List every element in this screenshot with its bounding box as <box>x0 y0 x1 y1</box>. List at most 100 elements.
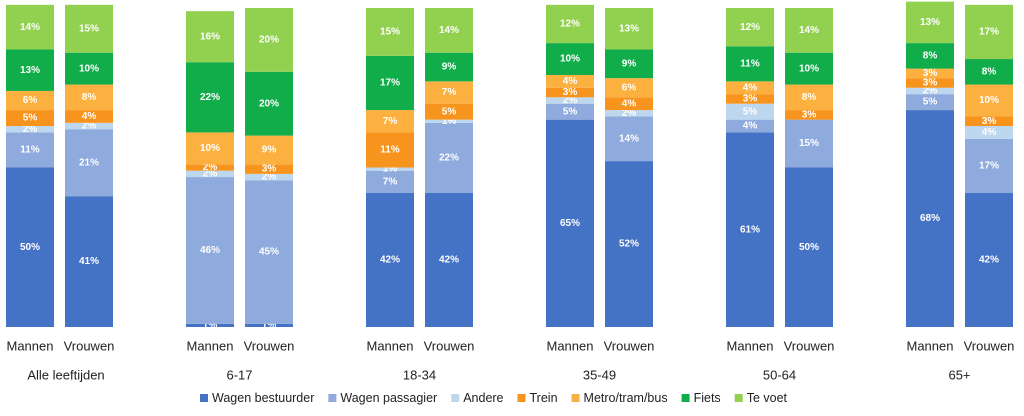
value-label: 10% <box>799 63 819 74</box>
value-label: 20% <box>259 35 279 46</box>
value-label: 17% <box>979 161 999 172</box>
bar-segment <box>245 173 293 181</box>
value-label: 14% <box>799 25 819 36</box>
bar-segment <box>6 167 54 327</box>
value-label: 50% <box>799 242 819 253</box>
value-label: 5% <box>923 97 938 108</box>
bar-segment <box>425 52 473 82</box>
value-label: 61% <box>740 224 760 235</box>
legend-swatch <box>681 394 690 402</box>
bar-segment <box>785 167 833 327</box>
value-label: 65% <box>560 218 580 229</box>
bar-segment <box>605 8 653 50</box>
bar-segment <box>65 196 113 327</box>
x-tick-label: Mannen <box>367 338 414 353</box>
group-label: 6-17 <box>226 367 252 382</box>
value-label: 8% <box>982 66 997 77</box>
value-label: 3% <box>743 94 758 105</box>
value-label: 3% <box>982 116 997 127</box>
value-label: 13% <box>20 65 40 76</box>
value-label: 2% <box>622 108 637 119</box>
value-label: 17% <box>380 78 400 89</box>
value-label: 4% <box>82 111 97 122</box>
bar-segment <box>65 84 113 111</box>
value-label: 14% <box>20 22 40 33</box>
value-label: 1% <box>203 320 218 331</box>
bar-segment <box>726 46 774 82</box>
bar-segment <box>605 161 653 327</box>
bar-segment <box>906 68 954 79</box>
bar-segment <box>186 177 234 324</box>
bar-segment <box>245 164 293 174</box>
value-label: 9% <box>442 62 457 73</box>
value-label: 2% <box>203 162 218 173</box>
bar-segment <box>546 87 594 98</box>
value-label: 2% <box>23 124 38 135</box>
bar-segment <box>785 110 833 120</box>
legend-swatch <box>451 394 460 402</box>
x-tick-label: Mannen <box>727 338 774 353</box>
bar-segment <box>245 323 293 327</box>
bar-segment <box>546 119 594 328</box>
value-label: 11% <box>740 58 760 69</box>
bar-segment <box>366 132 414 168</box>
bar-segment <box>6 110 54 127</box>
bar-segment <box>6 4 54 50</box>
value-label: 4% <box>563 76 578 87</box>
bar-segment <box>366 170 414 194</box>
legend-label: Andere <box>463 391 503 405</box>
value-label: 6% <box>622 82 637 93</box>
bar-segment <box>186 323 234 327</box>
value-label: 22% <box>439 153 459 164</box>
legend-swatch <box>734 394 743 402</box>
bar-segment <box>65 129 113 197</box>
value-label: 16% <box>200 31 220 42</box>
bar-segment <box>605 97 653 111</box>
bar-segment <box>546 43 594 75</box>
bar-segment <box>186 132 234 165</box>
bar-segment <box>425 103 473 120</box>
bar-segment <box>425 8 473 53</box>
value-label: 13% <box>920 17 940 28</box>
value-label: 5% <box>743 106 758 117</box>
bar-segment <box>965 59 1013 85</box>
value-label: 46% <box>200 245 220 256</box>
bar-segment <box>726 8 774 47</box>
legend-label: Fiets <box>694 391 721 405</box>
value-label: 8% <box>923 50 938 61</box>
bar-segment <box>906 1 954 44</box>
bar-segment <box>965 126 1013 139</box>
x-tick-label: Mannen <box>907 338 954 353</box>
value-label: 2% <box>262 172 277 183</box>
bar-segment <box>245 135 293 165</box>
value-label: 42% <box>380 255 400 266</box>
value-label: 2% <box>563 95 578 106</box>
bar-segment <box>245 180 293 324</box>
legend-label: Wagen passagier <box>340 391 437 405</box>
bar-segment <box>6 132 54 168</box>
x-tick-label: Vrouwen <box>64 338 115 353</box>
bar-segment <box>366 110 414 133</box>
value-label: 9% <box>262 145 277 156</box>
bar-segment <box>186 164 234 171</box>
bar-segment <box>906 43 954 69</box>
group-label: 50-64 <box>763 367 796 382</box>
value-label: 2% <box>923 86 938 97</box>
bar-segment <box>906 87 954 95</box>
legend-label: Metro/tram/bus <box>584 391 668 405</box>
value-label: 10% <box>560 54 580 65</box>
group-label: 18-34 <box>403 367 436 382</box>
bar-segment <box>366 167 414 171</box>
value-label: 21% <box>79 157 99 168</box>
value-label: 68% <box>920 213 940 224</box>
bar-segment <box>785 84 833 111</box>
x-tick-label: Vrouwen <box>784 338 835 353</box>
legend-label: Te voet <box>747 391 788 405</box>
bar-segment <box>785 8 833 53</box>
bar-segment <box>6 49 54 91</box>
bar-segment <box>245 71 293 136</box>
value-label: 14% <box>439 25 459 36</box>
value-label: 1% <box>262 320 277 331</box>
value-label: 3% <box>563 87 578 98</box>
value-label: 11% <box>380 145 400 156</box>
